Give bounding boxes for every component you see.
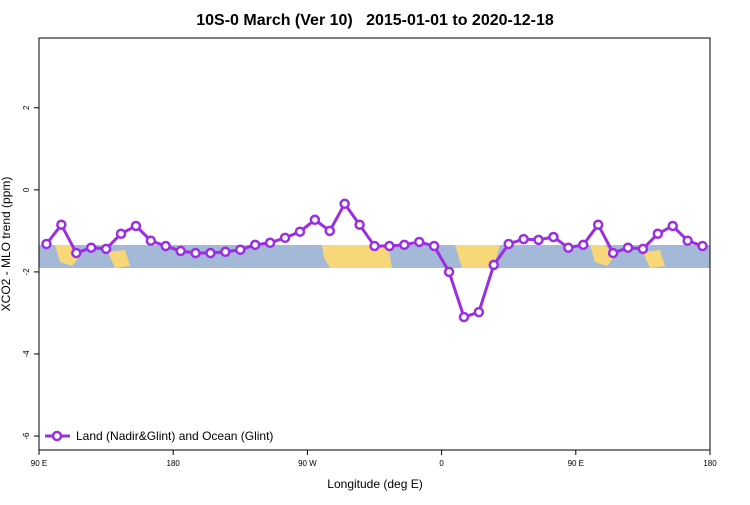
x-tick-label: 90 E bbox=[568, 459, 584, 468]
land bbox=[322, 245, 392, 268]
marker bbox=[41, 238, 52, 250]
marker bbox=[145, 235, 157, 246]
legend-marker bbox=[51, 430, 63, 442]
y-tick-label: 2 bbox=[22, 105, 31, 110]
marker bbox=[294, 226, 306, 237]
x-tick-label: 0 bbox=[439, 459, 444, 468]
marker bbox=[428, 240, 440, 252]
marker bbox=[563, 242, 574, 253]
marker bbox=[309, 214, 321, 226]
marker bbox=[682, 235, 693, 246]
marker bbox=[235, 244, 246, 255]
land bbox=[108, 250, 130, 268]
marker bbox=[637, 243, 649, 255]
marker bbox=[220, 246, 231, 258]
marker bbox=[503, 238, 514, 250]
marker bbox=[354, 219, 365, 230]
marker bbox=[56, 219, 67, 230]
land bbox=[643, 250, 665, 268]
marker bbox=[205, 247, 216, 259]
marker bbox=[548, 231, 559, 243]
marker bbox=[384, 240, 395, 252]
marker bbox=[264, 237, 276, 249]
marker bbox=[458, 311, 470, 323]
marker bbox=[697, 240, 708, 252]
x-tick-label: 90 W bbox=[298, 459, 317, 468]
y-tick-label: -4 bbox=[22, 350, 31, 358]
chart-title: 10S-0 March (Ver 10) 2015-01-01 to 2020-… bbox=[196, 12, 554, 29]
y-tick-label: -2 bbox=[22, 268, 31, 276]
marker bbox=[324, 225, 336, 237]
marker bbox=[279, 232, 291, 244]
marker bbox=[652, 228, 664, 239]
marker bbox=[160, 240, 171, 252]
marker bbox=[578, 239, 589, 251]
x-axis-label: Longitude (deg E) bbox=[327, 477, 422, 491]
marker bbox=[607, 247, 619, 259]
marker bbox=[443, 266, 455, 278]
marker bbox=[399, 239, 410, 251]
marker bbox=[100, 243, 112, 255]
marker bbox=[488, 259, 500, 271]
x-tick-label: 180 bbox=[703, 459, 717, 468]
marker bbox=[115, 228, 127, 239]
marker bbox=[592, 219, 604, 230]
marker bbox=[190, 247, 201, 259]
marker bbox=[130, 220, 142, 232]
land bbox=[455, 245, 500, 268]
y-axis-label: XCO2 - MLO trend (ppm) bbox=[0, 177, 13, 312]
x-tick-label: 90 E bbox=[31, 459, 47, 468]
plot-frame bbox=[38, 37, 711, 451]
marker bbox=[71, 247, 82, 259]
marker bbox=[175, 245, 186, 257]
marker bbox=[533, 234, 544, 246]
x-tick-label: 180 bbox=[167, 459, 181, 468]
marker bbox=[473, 306, 485, 318]
marker bbox=[622, 242, 634, 253]
marker bbox=[339, 198, 350, 210]
legend-label: Land (Nadir&Glint) and Ocean (Glint) bbox=[76, 429, 273, 443]
marker bbox=[85, 242, 97, 253]
marker bbox=[667, 220, 678, 232]
marker bbox=[369, 240, 380, 252]
marker bbox=[249, 239, 261, 251]
marker bbox=[518, 233, 529, 245]
y-tick-label: -6 bbox=[22, 432, 31, 440]
marker bbox=[413, 236, 425, 248]
y-tick-label: 0 bbox=[22, 187, 31, 192]
